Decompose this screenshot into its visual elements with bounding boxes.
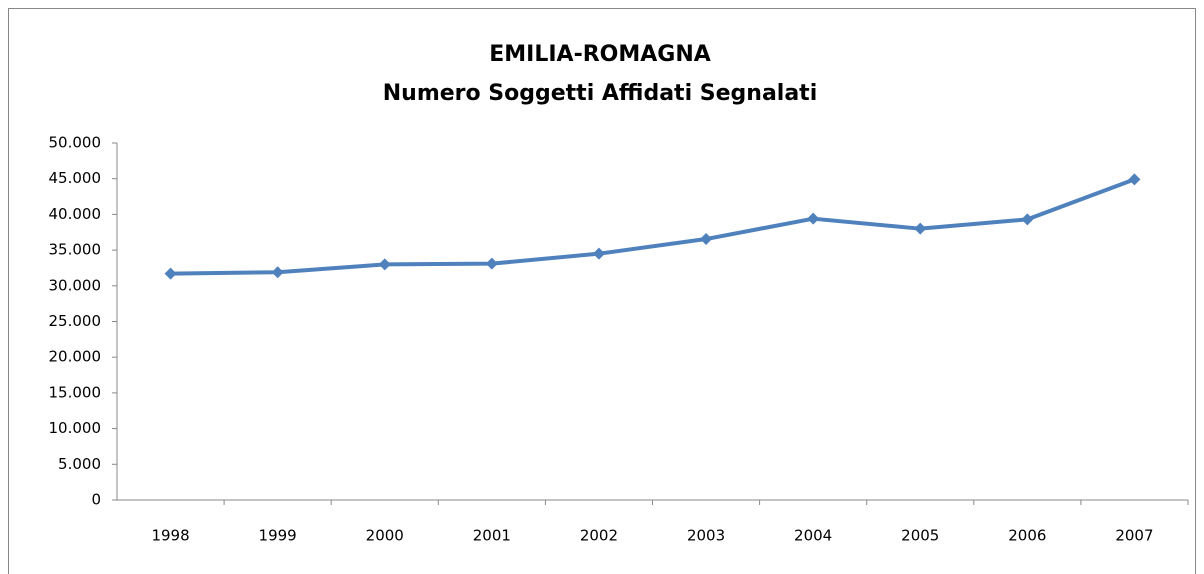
y-tick-label: 0: [91, 491, 101, 509]
y-tick-label: 25.000: [49, 312, 102, 330]
y-tick-label: 10.000: [49, 419, 102, 437]
chart-subtitle: Numero Soggetti Affidati Segnalati: [383, 81, 818, 106]
x-tick-label: 1999: [259, 527, 297, 545]
x-tick-label: 2006: [1008, 527, 1046, 545]
chart-title: EMILIA-ROMAGNA: [489, 42, 711, 67]
y-tick-label: 40.000: [49, 205, 102, 223]
y-tick-label: 20.000: [49, 348, 102, 366]
x-tick-label: 2000: [366, 527, 404, 545]
x-tick-label: 2002: [580, 527, 618, 545]
y-tick-label: 30.000: [49, 276, 102, 294]
chart-frame: [8, 8, 1196, 574]
data-point: [164, 267, 177, 280]
x-tick-label: 2007: [1115, 527, 1153, 545]
y-tick-label: 35.000: [49, 241, 102, 259]
data-point: [807, 212, 820, 225]
series-line: [170, 177, 1136, 276]
x-tick-label: 1998: [151, 527, 189, 545]
y-tick-label: 15.000: [49, 383, 102, 401]
data-point: [592, 247, 605, 260]
y-tick-label: 50.000: [49, 134, 102, 152]
data-point: [378, 258, 391, 271]
data-point: [485, 257, 498, 270]
x-tick-label: 2005: [901, 527, 939, 545]
y-tick-label: 45.000: [49, 169, 102, 187]
x-tick-label: 2001: [473, 527, 511, 545]
data-point: [1021, 213, 1034, 226]
x-tick-label: 2004: [794, 527, 832, 545]
y-tick-label: 5.000: [58, 455, 101, 473]
data-point: [1128, 173, 1141, 186]
data-point: [271, 266, 284, 279]
x-tick-label: 2003: [687, 527, 725, 545]
data-point: [914, 222, 927, 235]
data-point: [700, 233, 713, 246]
